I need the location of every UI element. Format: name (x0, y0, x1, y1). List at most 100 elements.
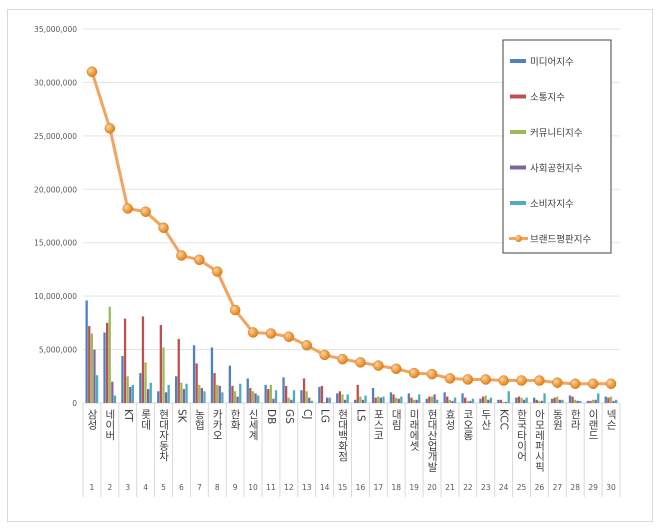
bar-3-동원 (556, 396, 559, 403)
bar-4-미래에셋 (415, 399, 418, 403)
bar-4-넥슨 (612, 400, 615, 403)
y-tick-label: 35,000,000 (34, 25, 77, 34)
line-point-DB (265, 328, 277, 339)
legend-swatch (510, 94, 526, 99)
bar-1-동원 (550, 398, 554, 403)
category-label: 대림 (390, 409, 402, 430)
bar-5-넥슨 (615, 399, 618, 403)
bar-1-현대자동차 (157, 391, 160, 403)
bar-4-삼성 (93, 349, 96, 403)
bar-5-현대산업개발 (436, 399, 439, 403)
category-label: 네이버 (104, 409, 116, 441)
category-label: 신세계 (247, 409, 259, 441)
bar-2-현대산업개발 (428, 396, 431, 403)
bar-2-한국타이어 (517, 396, 520, 403)
bar-3-포스코 (377, 396, 380, 403)
line-point-한국타이어 (516, 375, 527, 386)
bar-3-대림 (395, 397, 398, 403)
line-point-현대자동차 (158, 222, 169, 234)
rank-label: 28 (570, 483, 580, 492)
y-tick-label: 20,000,000 (34, 185, 77, 194)
bar-3-LS (359, 396, 362, 403)
legend-label: 사회공헌지수 (530, 164, 583, 175)
bar-3-DB (269, 384, 272, 403)
bar-4-롯데 (147, 389, 150, 403)
bar-1-아모레퍼시픽 (533, 397, 536, 403)
category-label: 포스코 (372, 409, 384, 441)
bar-1-SK (175, 376, 178, 403)
bar-1-포스코 (371, 388, 375, 403)
bar-3-효성 (448, 399, 451, 403)
bar-4-한라 (576, 400, 579, 403)
line-point-네이버 (104, 123, 116, 134)
legend-label: 소통지수 (530, 93, 565, 104)
bar-5-롯데 (149, 382, 152, 403)
line-point-코오롱 (462, 374, 474, 385)
line-point-삼성 (86, 66, 98, 77)
bar-4-현대자동차 (164, 392, 168, 403)
bar-5-효성 (453, 397, 457, 403)
bar-5-삼성 (95, 375, 99, 403)
line-point-포스코 (373, 360, 384, 371)
category-label: 아모레퍼시픽 (533, 409, 545, 472)
bar-5-농협 (203, 391, 206, 403)
bar-2-LS (356, 384, 359, 403)
bar-1-CJ (300, 390, 303, 403)
bar-4-LS (361, 399, 365, 403)
bar-2-코오롱 (464, 397, 467, 403)
bar-2-GS (285, 385, 288, 403)
bar-5-SK (185, 383, 188, 403)
category-label: 현대백화점 (337, 409, 349, 462)
category-label: KCC (498, 409, 510, 430)
bar-4-효성 (451, 400, 454, 403)
bar-1-KT (121, 355, 124, 403)
rank-label: 26 (535, 483, 545, 492)
bar-3-삼성 (90, 333, 93, 403)
legend-label: 브랜드평판지수 (530, 235, 591, 246)
bar-2-넥슨 (607, 397, 610, 403)
rank-label: 3 (125, 483, 130, 492)
bar-1-LG (318, 386, 321, 403)
line-point-KT (122, 203, 133, 214)
category-label: 삼성 (86, 409, 98, 430)
bar-5-동원 (561, 399, 564, 403)
category-label: 한라 (569, 409, 581, 431)
bar-3-현대산업개발 (430, 396, 434, 403)
y-tick-label: 15,000,000 (34, 239, 77, 248)
line-point-동원 (552, 377, 563, 388)
bar-3-현대자동차 (162, 347, 165, 403)
bar-2-한라 (571, 396, 574, 403)
bar-2-한화 (231, 385, 234, 403)
category-label: 이랜드 (587, 409, 599, 441)
bar-5-네이버 (113, 395, 117, 403)
line-point-두산 (480, 374, 491, 385)
legend-label: 소비자지수 (530, 199, 574, 210)
y-tick-label: 10,000,000 (34, 292, 77, 301)
bar-5-LG (328, 397, 331, 403)
bar-4-동원 (558, 399, 561, 403)
rank-label: 29 (588, 483, 598, 492)
category-label: SK (175, 409, 187, 424)
rank-label: 16 (356, 483, 366, 492)
bar-1-미래에셋 (407, 393, 410, 403)
chart-frame (7, 9, 653, 522)
bar-2-CJ (302, 378, 306, 403)
bar-3-한국타이어 (520, 397, 523, 403)
bar-5-카카오 (221, 392, 224, 403)
bar-3-두산 (484, 395, 487, 403)
category-label: LG (319, 409, 331, 423)
legend-swatch (510, 165, 526, 170)
category-label: 롯데 (140, 409, 152, 431)
bar-5-CJ (310, 400, 313, 403)
bar-1-KCC (497, 399, 500, 403)
bar-3-네이버 (108, 306, 111, 403)
line-point-KCC (498, 375, 509, 386)
bar-5-아모레퍼시픽 (543, 393, 546, 403)
bar-4-대림 (397, 398, 400, 403)
line-point-아모레퍼시픽 (534, 375, 545, 386)
bar-5-코오롱 (471, 398, 475, 403)
bar-2-카카오 (213, 373, 216, 403)
bar-5-미래에셋 (418, 394, 421, 403)
bar-3-농협 (198, 384, 201, 403)
bar-2-이랜드 (589, 400, 592, 403)
